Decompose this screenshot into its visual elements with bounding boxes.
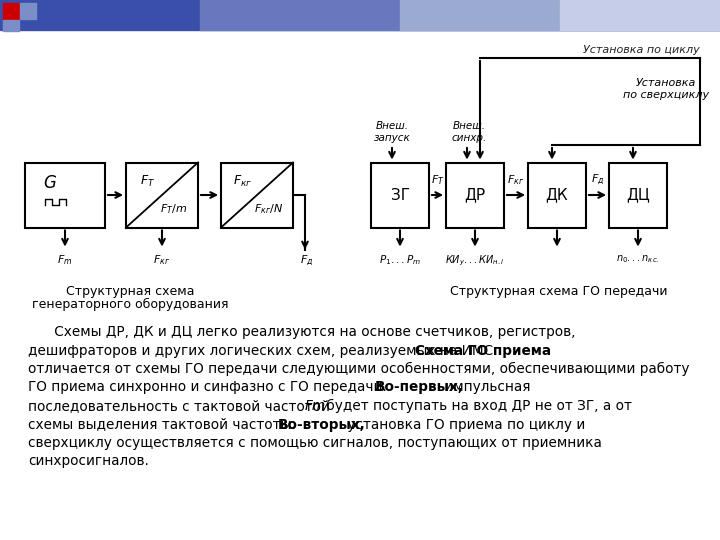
Text: $P_1...P_m$: $P_1...P_m$: [379, 253, 421, 267]
Text: генераторного оборудования: генераторного оборудования: [32, 298, 228, 311]
Text: установка ГО приема по циклу и: установка ГО приема по циклу и: [343, 417, 585, 431]
Text: отличается от схемы ГО передачи следующими особенностями, обеспечивающими работу: отличается от схемы ГО передачи следующи…: [28, 362, 690, 376]
Text: $F_{кг}$: $F_{кг}$: [233, 173, 253, 188]
Text: дешифраторов и других логических схем, реализуемых на ИМС.: дешифраторов и других логических схем, р…: [28, 343, 510, 357]
Bar: [400, 0, 720, 30]
Text: $F_T/m$: $F_T/m$: [161, 202, 188, 216]
Text: ДЦ: ДЦ: [626, 187, 650, 202]
Text: G: G: [44, 174, 56, 192]
Bar: [560, 0, 720, 30]
Text: $F_T$: $F_T$: [140, 173, 156, 188]
Text: Fm: Fm: [305, 399, 326, 413]
Text: Схема ГО приема: Схема ГО приема: [415, 343, 551, 357]
Text: Установка по циклу: Установка по циклу: [583, 45, 700, 55]
Bar: [528, 163, 586, 227]
Text: $n_0...n_{кс.}$: $n_0...n_{кс.}$: [616, 253, 660, 265]
Bar: [3, 3, 19, 19]
Bar: [25, 163, 105, 227]
Text: $F_m$: $F_m$: [58, 253, 73, 267]
Text: синхросигналов.: синхросигналов.: [28, 455, 149, 469]
Bar: [20, 3, 36, 19]
Text: $F_{кг}$: $F_{кг}$: [508, 173, 525, 187]
Bar: [371, 163, 429, 227]
Text: $F_{кг}$: $F_{кг}$: [153, 253, 171, 267]
Text: Схемы ДР, ДК и ДЦ легко реализуются на основе счетчиков, регистров,: Схемы ДР, ДК и ДЦ легко реализуются на о…: [28, 325, 575, 339]
Bar: [446, 163, 504, 227]
Text: Во-вторых,: Во-вторых,: [278, 417, 366, 431]
Text: будет поступать на вход ДР не от ЗГ, а от: будет поступать на вход ДР не от ЗГ, а о…: [322, 399, 632, 413]
Text: $F_д$: $F_д$: [591, 172, 604, 187]
Text: ГО приема синхронно и синфазно с ГО передачи.: ГО приема синхронно и синфазно с ГО пере…: [28, 381, 395, 395]
Bar: [200, 0, 720, 30]
Text: $F_{кг}/N$: $F_{кг}/N$: [254, 202, 284, 216]
Text: ДК: ДК: [546, 187, 568, 202]
Text: Внеш.
синхр.: Внеш. синхр.: [451, 122, 487, 143]
Text: ЗГ: ЗГ: [390, 187, 410, 202]
Text: импульсная: импульсная: [440, 381, 531, 395]
Bar: [609, 163, 667, 227]
Text: ДР: ДР: [464, 187, 485, 202]
Text: $F_T$: $F_T$: [431, 173, 444, 187]
Bar: [221, 163, 293, 227]
Bar: [126, 163, 198, 227]
Bar: [0, 0, 720, 30]
Text: последовательность с тактовой частотой: последовательность с тактовой частотой: [28, 399, 334, 413]
Text: схемы выделения тактовой частоты.: схемы выделения тактовой частоты.: [28, 417, 305, 431]
Text: Во-первых,: Во-первых,: [375, 381, 464, 395]
Bar: [3, 20, 19, 31]
Text: $КИ_у...КИ_{н.i}$: $КИ_у...КИ_{н.i}$: [445, 253, 505, 268]
Text: сверхциклу осуществляется с помощью сигналов, поступающих от приемника: сверхциклу осуществляется с помощью сигн…: [28, 436, 602, 450]
Text: Установка
по сверхциклу: Установка по сверхциклу: [623, 78, 709, 100]
Text: Структурная схема ГО передачи: Структурная схема ГО передачи: [450, 285, 667, 298]
Text: $F_д$: $F_д$: [300, 253, 314, 268]
Text: Внеш.
запуск: Внеш. запуск: [374, 122, 410, 143]
Text: Структурная схема: Структурная схема: [66, 285, 194, 298]
